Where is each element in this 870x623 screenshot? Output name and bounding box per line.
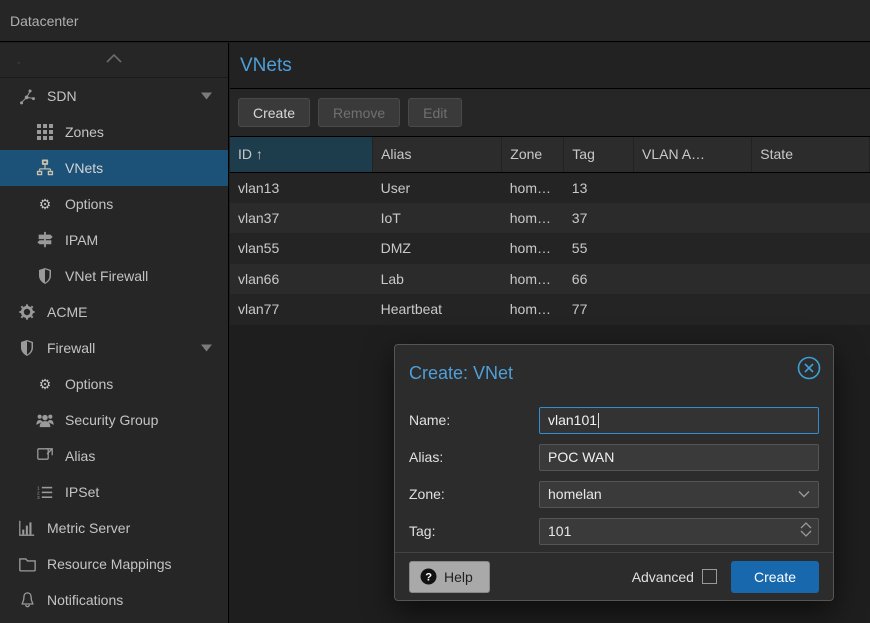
svg-text:?: ? — [425, 572, 432, 584]
svg-text:3: 3 — [37, 495, 40, 500]
